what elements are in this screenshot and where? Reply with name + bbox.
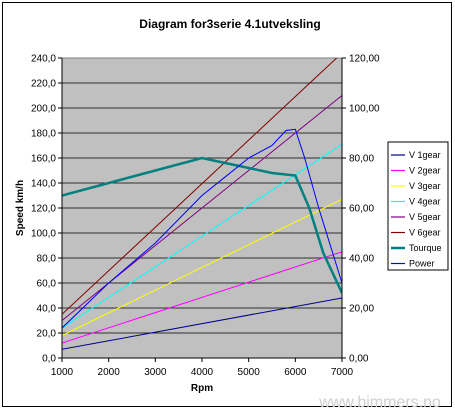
y-tick-label: 120,0 (31, 204, 56, 215)
series-line-tourque (62, 156, 342, 294)
y2-tick-label: 80,00 (349, 154, 374, 165)
legend-label-v-3gear: V 3gear (409, 181, 441, 191)
y2-tick-label: 0,00 (349, 354, 369, 365)
legend-label-v-6gear: V 6gear (409, 228, 441, 238)
legend-label-tourque: Tourque (409, 243, 442, 253)
chart-frame (2, 2, 452, 407)
y-tick-label: 220,0 (31, 79, 56, 90)
series-line-v-3gear (62, 198, 342, 336)
x-tick-label: 4000 (191, 367, 214, 378)
legend: V 1gear V 2gear V 3gear V 4gear V 5gear V 6ge… (391, 150, 442, 269)
y2-tick-label: 100,00 (349, 104, 380, 115)
y-tick-label: 40,0 (37, 304, 57, 315)
series-lines (62, 58, 342, 350)
y2-tick-label: 40,00 (349, 254, 374, 265)
y-tick-label: 80,0 (37, 254, 57, 265)
legend-label-v-2gear: V 2gear (409, 166, 441, 176)
x-tick-label: 7000 (331, 367, 354, 378)
y2-tick-label: 20,00 (349, 304, 374, 315)
y-tick-label: 240,0 (31, 54, 56, 65)
x-tick-label: 1000 (51, 367, 74, 378)
y-tick-label: 140,0 (31, 179, 56, 190)
y-tick-label: 180,0 (31, 129, 56, 140)
legend-label-v-1gear: V 1gear (409, 150, 441, 160)
x-tick-label: 2000 (98, 367, 121, 378)
series-line-v-6gear (62, 58, 338, 315)
x-axis-label: Rpm (191, 383, 213, 394)
series-line-v-1gear (62, 297, 342, 350)
x-tick-label: 3000 (144, 367, 167, 378)
y2-axis-ticks: 0,00 20,00 40,00 60,00 80,00 100,00 120,00 (341, 54, 380, 365)
x-tick-label: 5000 (238, 367, 261, 378)
y-tick-label: 0,0 (42, 354, 56, 365)
watermark: www.bimmers.no (318, 394, 441, 411)
x-axis-ticks: 1000 2000 3000 4000 5000 6000 7000 (51, 357, 354, 378)
legend-label-v-5gear: V 5gear (409, 212, 441, 222)
y-tick-label: 200,0 (31, 104, 56, 115)
y-axis-ticks: 0,0 20,0 40,0 60,0 80,0 100,0 120,0 140,0 160,0 1… (31, 54, 63, 365)
y-tick-label: 60,0 (37, 279, 57, 290)
series-line-power (62, 128, 342, 329)
y-axis-label: Speed km/h (15, 180, 26, 236)
legend-label-v-4gear: V 4gear (409, 197, 441, 207)
series-line-v-2gear (62, 251, 342, 344)
legend-label-power: Power (409, 259, 435, 269)
y-tick-label: 100,0 (31, 229, 56, 240)
y2-tick-label: 60,00 (349, 204, 374, 215)
x-tick-label: 6000 (284, 367, 307, 378)
y2-tick-label: 120,00 (349, 54, 380, 65)
y-tick-label: 160,0 (31, 154, 56, 165)
y-tick-label: 20,0 (37, 329, 57, 340)
chart-title: Diagram for3serie 4.1utveksling (139, 17, 320, 31)
